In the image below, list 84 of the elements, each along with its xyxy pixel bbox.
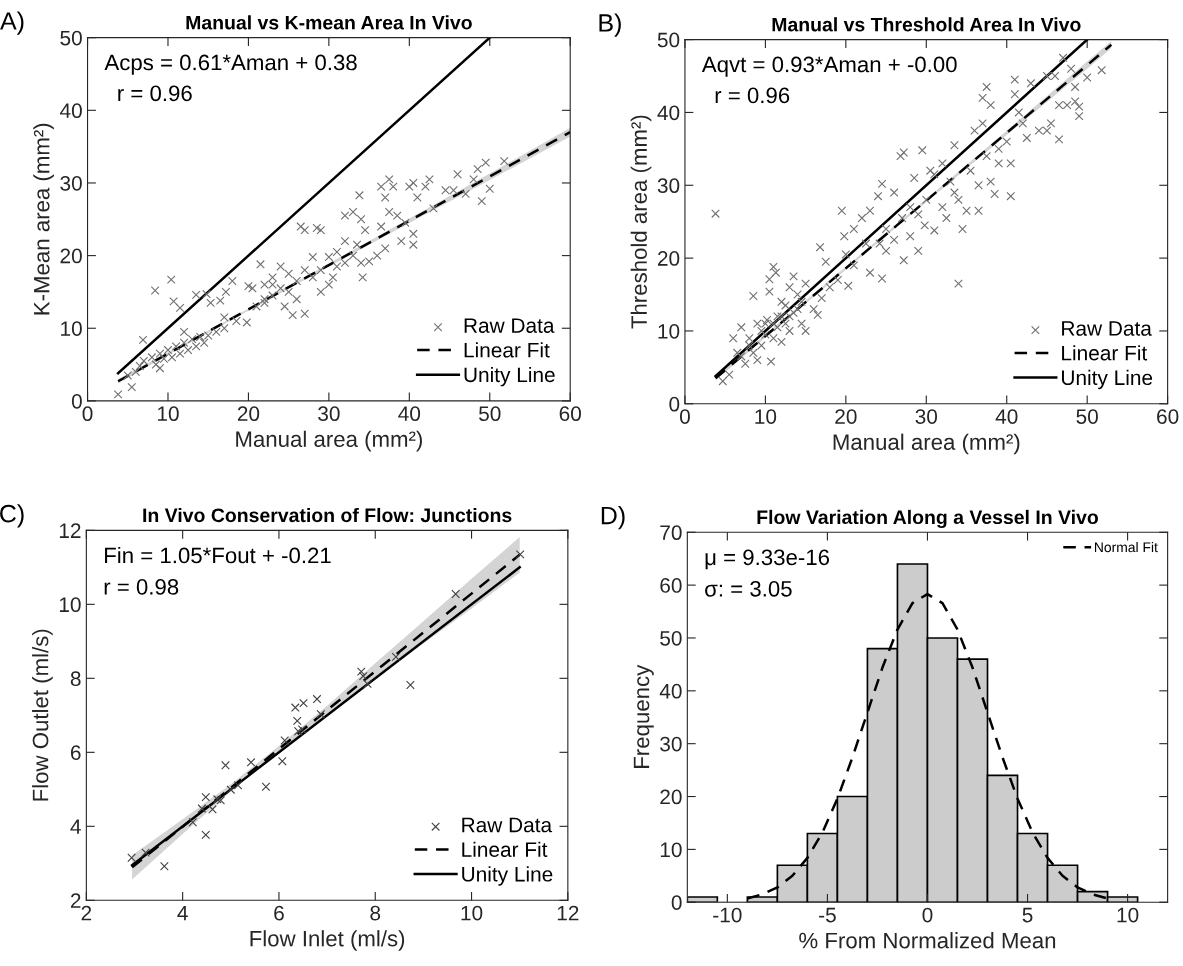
y-tick-label: 6 xyxy=(70,745,81,761)
legend-label: Unity Line xyxy=(1062,369,1153,390)
annotation: r = 0.96 xyxy=(715,87,790,104)
y-tick-label: 20 xyxy=(657,251,680,266)
y-tick-label: 0 xyxy=(71,393,82,409)
legend-label: Linear Fit xyxy=(462,841,548,857)
x-tick-label: 20 xyxy=(835,409,857,424)
text: C) xyxy=(0,504,24,528)
x-tick-label: 4 xyxy=(177,905,188,921)
x-tick-label: 40 xyxy=(995,409,1018,424)
y-tick-label: 30 xyxy=(660,736,682,752)
x-tick-label: 0 xyxy=(922,907,933,923)
y-tick-label: 30 xyxy=(60,175,82,191)
y-tick-label: 10 xyxy=(660,842,682,858)
x-tick-label: 50 xyxy=(479,406,501,422)
y-axis-title: K-Mean area (mm²) xyxy=(33,123,54,315)
y-tick-label: 20 xyxy=(60,248,82,264)
annotation: r = 0.96 xyxy=(118,85,192,102)
x-tick-label: 10 xyxy=(461,905,483,921)
y-tick-label: 2 xyxy=(70,893,81,908)
y-axis-title: Threshold area (mm²) xyxy=(630,115,652,329)
legend-label: Raw Data xyxy=(462,817,553,833)
y-tick-label: 50 xyxy=(60,30,82,46)
x-tick-label: 5 xyxy=(1022,907,1033,923)
y-tick-label: 8 xyxy=(70,671,81,687)
y-tick-label: 10 xyxy=(658,323,680,339)
annotation: Aqvt = 0.93*Aman + -0.00 xyxy=(701,56,957,77)
annotation: Acps = 0.61*Aman + 0.38 xyxy=(104,54,357,75)
x-tick-label: 6 xyxy=(274,905,284,921)
y-tick-label: 10 xyxy=(61,321,82,336)
legend-label: Normal Fit xyxy=(1095,541,1158,553)
y-tick-label: 70 xyxy=(660,525,682,541)
chart-title: Flow Variation Along a Vessel In Vivo xyxy=(757,509,1098,529)
y-axis-title: Frequency xyxy=(633,664,654,768)
x-tick-label: 8 xyxy=(370,905,381,921)
annotation: μ = 9.33e-16 xyxy=(705,549,830,570)
legend-label: Linear Fit xyxy=(1062,345,1148,361)
annotation: Fin = 1.05*Fout + -0.21 xyxy=(105,546,331,564)
y-tick-label: 10 xyxy=(59,597,81,613)
legend-label: Unity Line xyxy=(462,866,553,886)
legend-label: Linear Fit xyxy=(464,342,550,358)
y-tick-label: 50 xyxy=(657,32,680,48)
y-tick-label: 40 xyxy=(59,103,82,119)
x-axis-title: Manual area (mm²) xyxy=(236,430,422,452)
x-tick-label: 50 xyxy=(1076,409,1098,424)
text: B) xyxy=(599,13,621,37)
x-tick-label: 30 xyxy=(915,409,938,424)
x-tick-label: 20 xyxy=(237,406,260,422)
x-axis-title: Manual area (mm²) xyxy=(833,433,1020,455)
x-tick-label: 30 xyxy=(318,406,340,422)
annotation: σ: = 3.05 xyxy=(705,580,792,597)
legend-label: Raw Data xyxy=(1062,321,1152,336)
x-axis-title: % From Normalized Mean xyxy=(799,932,1056,949)
x-tick-label: -10 xyxy=(713,907,742,923)
legend-label: Raw Data xyxy=(464,318,555,333)
y-tick-label: 60 xyxy=(660,578,682,593)
y-tick-label: 4 xyxy=(70,819,81,834)
y-tick-label: 50 xyxy=(660,630,682,646)
x-axis-title: Flow Inlet (ml/s) xyxy=(250,930,405,951)
y-tick-label: 12 xyxy=(59,523,81,538)
chart-title: Manual vs Threshold Area In Vivo xyxy=(772,17,1081,32)
x-tick-label: 10 xyxy=(157,406,179,422)
legend-label: Unity Line xyxy=(464,366,555,387)
y-axis-title: Flow Outlet (ml/s) xyxy=(32,629,53,801)
chart-title: In Vivo Conservation of Flow: Junctions xyxy=(143,507,512,523)
y-tick-label: 40 xyxy=(659,683,682,699)
annotation: r = 0.98 xyxy=(104,579,179,595)
x-tick-label: -5 xyxy=(819,907,836,923)
y-tick-label: 20 xyxy=(660,789,682,805)
x-tick-label: 0 xyxy=(82,406,93,422)
text: A) xyxy=(0,11,24,35)
chart-title: Manual vs K-mean Area In Vivo xyxy=(186,15,472,30)
y-tick-label: 40 xyxy=(657,105,680,121)
x-tick-label: 60 xyxy=(559,406,581,422)
y-tick-label: 0 xyxy=(669,396,680,412)
y-tick-label: 30 xyxy=(657,178,680,194)
x-tick-label: 10 xyxy=(755,409,777,424)
x-tick-label: 60 xyxy=(1157,409,1179,424)
y-tick-label: 0 xyxy=(671,895,682,910)
text: D) xyxy=(601,506,625,530)
x-tick-label: 40 xyxy=(398,406,421,422)
x-tick-label: 10 xyxy=(1117,907,1139,923)
x-tick-label: 12 xyxy=(557,905,579,921)
x-tick-label: 2 xyxy=(81,905,92,921)
